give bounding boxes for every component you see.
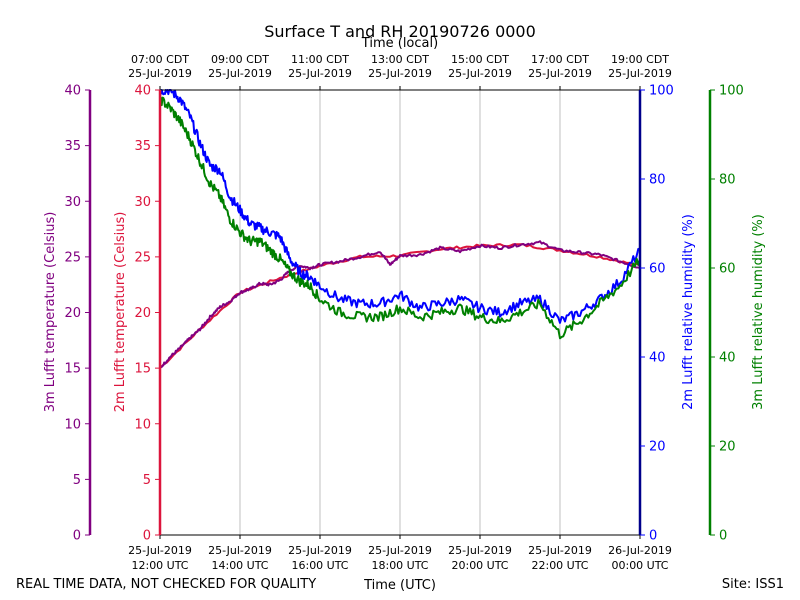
temp2m-tick-label: 0 <box>143 529 151 544</box>
x-axis-bottom-label: Time (UTC) <box>363 578 436 593</box>
rh2m-tick-label: 100 <box>649 84 674 99</box>
x-top-tick-label-date: 25-Jul-2019 <box>608 67 672 80</box>
x-top-tick-label-date: 25-Jul-2019 <box>128 67 192 80</box>
rh3m-tick-label: 0 <box>719 529 727 544</box>
x-top-tick-label-time: 15:00 CDT <box>451 53 509 66</box>
x-tick-label-time: 16:00 UTC <box>291 559 348 572</box>
x-tick-label-date: 26-Jul-2019 <box>608 544 672 557</box>
x-top-tick-label-date: 25-Jul-2019 <box>288 67 352 80</box>
rh3m-axis-label: 3m Lufft relative humidity (%) <box>751 214 766 410</box>
rh2m-tick-label: 0 <box>649 529 657 544</box>
series-line-rh2m <box>159 89 641 324</box>
temp3m-tick-label: 40 <box>64 84 81 99</box>
rh2m-axis-label: 2m Lufft relative humidity (%) <box>681 214 696 410</box>
axis-ticks: 25-Jul-2019 12:00 UTC 25-Jul-2019 14:00 UTC… <box>64 53 743 572</box>
temp2m-tick-label: 35 <box>134 139 151 154</box>
x-tick-label-time: 12:00 UTC <box>131 559 188 572</box>
temp2m-tick-label: 40 <box>134 84 151 99</box>
x-top-tick-label-time: 13:00 CDT <box>371 53 429 66</box>
temp2m-tick-label: 15 <box>134 362 151 377</box>
temp3m-tick-label: 0 <box>73 529 81 544</box>
chart-title: Surface T and RH 20190726 0000 <box>264 22 536 41</box>
rh2m-tick-label: 60 <box>649 262 666 277</box>
x-tick-label-date: 25-Jul-2019 <box>128 544 192 557</box>
x-top-tick-label-date: 25-Jul-2019 <box>208 67 272 80</box>
x-tick-label-date: 25-Jul-2019 <box>208 544 272 557</box>
rh2m-tick-label: 80 <box>649 173 666 188</box>
x-top-tick-label-time: 17:00 CDT <box>531 53 589 66</box>
temp2m-axis-label: 2m Lufft temperature (Celsius) <box>113 212 128 413</box>
temp3m-tick-label: 5 <box>73 473 81 488</box>
temp3m-tick-label: 20 <box>64 306 81 321</box>
temp2m-tick-label: 5 <box>143 473 151 488</box>
x-tick-label-time: 20:00 UTC <box>451 559 508 572</box>
temp3m-tick-label: 10 <box>64 417 81 432</box>
x-tick-label-date: 25-Jul-2019 <box>368 544 432 557</box>
x-top-tick-label-time: 11:00 CDT <box>291 53 349 66</box>
series-line-rh3m <box>159 94 641 340</box>
rh3m-tick-label: 40 <box>719 351 736 366</box>
temp3m-tick-label: 30 <box>64 195 81 210</box>
temp3m-tick-label: 15 <box>64 362 81 377</box>
rh3m-tick-label: 100 <box>719 84 744 99</box>
footer-quality-note: REAL TIME DATA, NOT CHECKED FOR QUALITY <box>16 577 316 592</box>
x-tick-label-time: 22:00 UTC <box>531 559 588 572</box>
rh3m-tick-label: 60 <box>719 262 736 277</box>
temp2m-tick-label: 25 <box>134 250 151 265</box>
temp3m-tick-label: 25 <box>64 250 81 265</box>
x-tick-label-time: 00:00 UTC <box>611 559 668 572</box>
rh3m-tick-label: 80 <box>719 173 736 188</box>
series-lines <box>159 89 641 369</box>
x-top-tick-label-time: 09:00 CDT <box>211 53 269 66</box>
temp3m-axis-label: 3m Lufft temperature (Celsius) <box>43 212 58 413</box>
temp2m-tick-label: 10 <box>134 417 151 432</box>
x-top-tick-label-date: 25-Jul-2019 <box>448 67 512 80</box>
temp2m-tick-label: 30 <box>134 195 151 210</box>
series-line-temp3m <box>159 240 641 369</box>
x-tick-label-time: 18:00 UTC <box>371 559 428 572</box>
x-top-tick-label-time: 07:00 CDT <box>131 53 189 66</box>
x-tick-label-date: 25-Jul-2019 <box>288 544 352 557</box>
x-top-tick-label-date: 25-Jul-2019 <box>368 67 432 80</box>
x-tick-label-time: 14:00 UTC <box>211 559 268 572</box>
x-top-tick-label-time: 19:00 CDT <box>611 53 669 66</box>
temp2m-tick-label: 20 <box>134 306 151 321</box>
rh2m-tick-label: 20 <box>649 440 666 455</box>
x-tick-label-date: 25-Jul-2019 <box>528 544 592 557</box>
footer-site: Site: ISS1 <box>722 577 784 592</box>
x-axis-top-label: Time (local) <box>361 36 438 51</box>
x-tick-label-date: 25-Jul-2019 <box>448 544 512 557</box>
temp3m-tick-label: 35 <box>64 139 81 154</box>
grid-lines <box>239 90 561 535</box>
rh2m-tick-label: 40 <box>649 351 666 366</box>
rh3m-tick-label: 20 <box>719 440 736 455</box>
x-top-tick-label-date: 25-Jul-2019 <box>528 67 592 80</box>
